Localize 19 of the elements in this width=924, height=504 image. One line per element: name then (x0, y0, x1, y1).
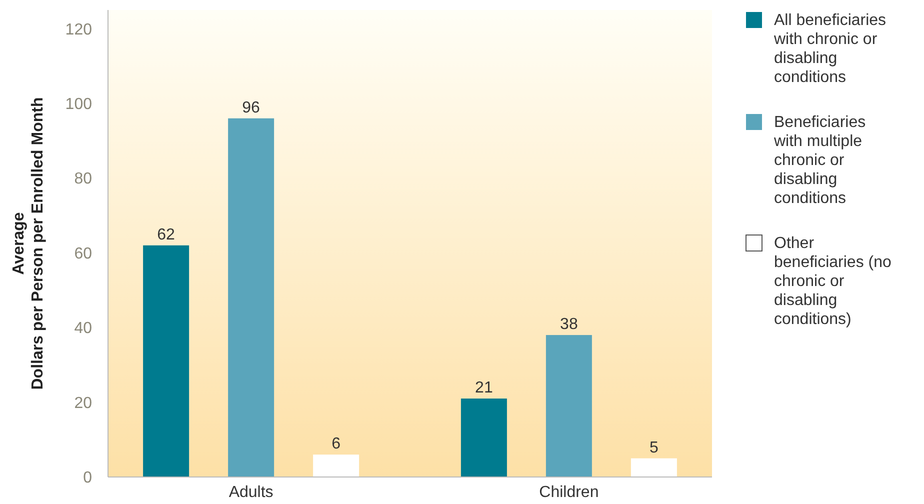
data-label: 62 (157, 226, 176, 244)
data-label: 38 (560, 316, 578, 334)
y-tick-label: 80 (74, 170, 92, 188)
legend-label: Beneficiaries with multiple chronic or disabling conditions (773, 114, 866, 207)
y-tick-label: 40 (74, 320, 92, 338)
y-tick-label: 120 (65, 21, 92, 38)
y-tick-label: 20 (74, 394, 92, 412)
x-tick-label: Adults (228, 484, 274, 501)
legend-label: All beneficiaries with chronic or disabling conditions (773, 12, 886, 86)
y-tick-label: 100 (65, 96, 92, 113)
data-label: 5 (649, 439, 658, 456)
data-label: 96 (242, 99, 260, 116)
data-label: 6 (332, 436, 341, 453)
legend-label: Other beneficiaries (no chronic or disabling conditions) (774, 235, 892, 328)
y-tick-label: 0 (83, 470, 92, 487)
data-label: 21 (475, 380, 493, 397)
y-tick-label: 60 (74, 245, 92, 262)
x-tick-label: Children (539, 484, 599, 501)
y-axis-title: Average Dollars per Person per Enrolled Month (10, 97, 46, 390)
